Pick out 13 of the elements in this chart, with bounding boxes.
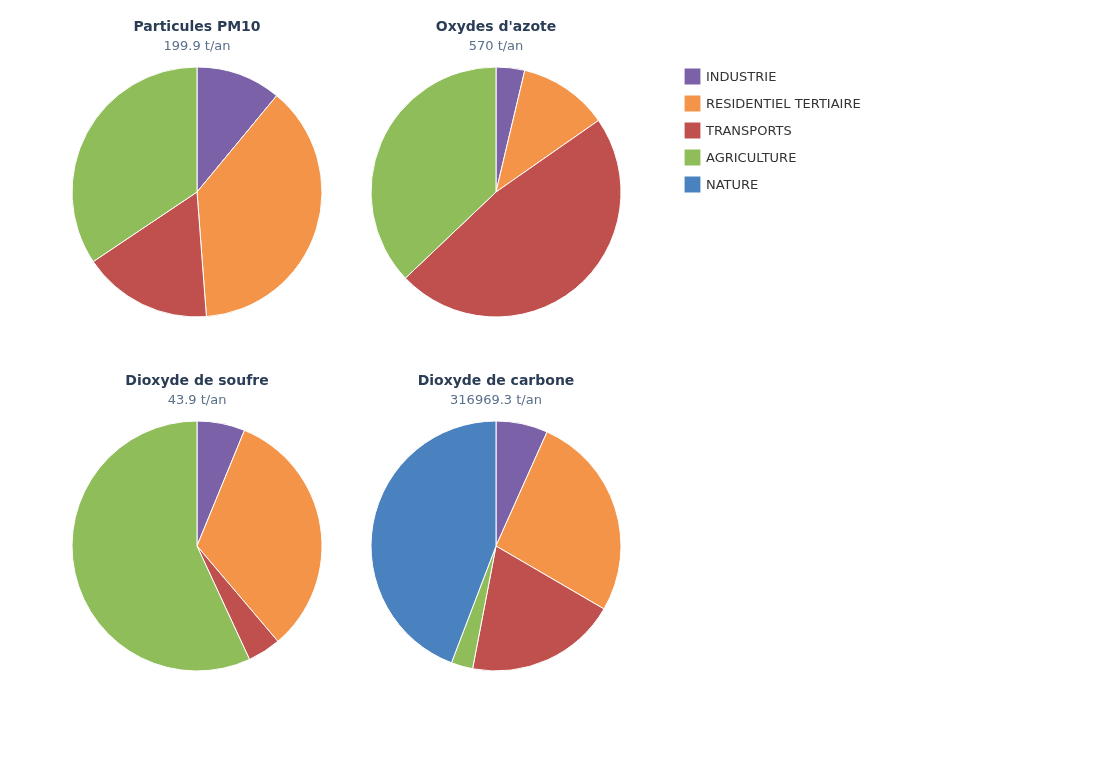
text: 570 t/an [468, 38, 524, 53]
legend-label: RESIDENTIEL TERTIAIRE [706, 95, 861, 111]
slice-label: Particules PM10 [133, 18, 261, 34]
text: 199.9 t/an [163, 38, 231, 53]
legend-label: NATURE [706, 176, 759, 192]
text: 316969.3 t/an [450, 392, 542, 407]
legend-label: AGRICULTURE [706, 149, 797, 165]
legend-label: INDUSTRIE [706, 68, 777, 84]
slice-label: Dioxyde de carbone [417, 372, 575, 388]
slice-label: Dioxyde de soufre [125, 372, 269, 388]
text: 43.9 t/an [167, 392, 227, 407]
slice-label: Oxydes d'azote [435, 18, 557, 34]
legend-label: TRANSPORTS [705, 122, 792, 138]
